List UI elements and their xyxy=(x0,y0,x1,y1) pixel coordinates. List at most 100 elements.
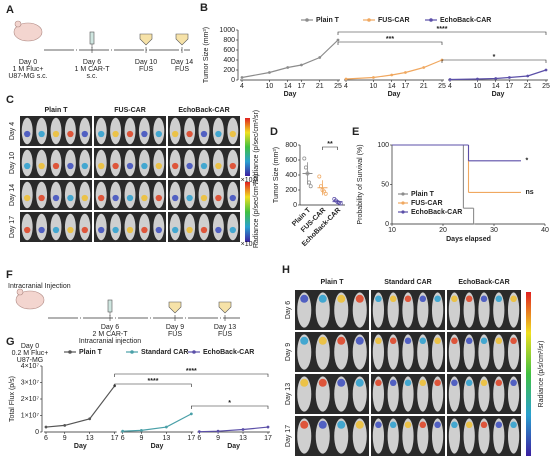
bioluminescence xyxy=(172,130,179,138)
bioluminescence xyxy=(480,295,488,303)
bioluminescence xyxy=(52,226,60,234)
mouse-image xyxy=(478,376,490,412)
bioluminescence xyxy=(126,226,134,234)
legend-marker xyxy=(367,18,371,22)
significance-label: * xyxy=(228,400,231,407)
bioluminescence xyxy=(465,295,473,303)
bioluminescence xyxy=(318,294,327,303)
y-tick-label: 600 xyxy=(223,47,235,54)
bioluminescence xyxy=(229,194,236,202)
bioluminescence xyxy=(229,130,236,138)
bioluminescence xyxy=(52,130,60,138)
bioluminescence xyxy=(434,337,441,345)
mouse-image xyxy=(463,334,475,370)
data-point xyxy=(63,424,67,427)
timeline-text: 1 M CAR-T xyxy=(75,66,111,73)
mouse-image xyxy=(431,376,444,412)
mouse-image xyxy=(507,376,520,412)
mouse-image xyxy=(402,334,414,370)
bioluminescence xyxy=(81,194,88,202)
panel-label: E xyxy=(352,126,359,138)
mouse-icon xyxy=(13,22,43,42)
legend-label: Plain T xyxy=(411,191,435,198)
mouse-image xyxy=(507,292,520,328)
legend-label: Plain T xyxy=(316,17,340,24)
bioluminescence xyxy=(480,379,488,387)
bioluminescence xyxy=(389,421,397,429)
bioluminescence xyxy=(404,337,412,345)
x-axis-label: Day xyxy=(74,443,87,450)
mouse-image xyxy=(372,418,385,454)
series-line xyxy=(199,426,269,433)
x-axis-label: Day xyxy=(284,91,297,98)
bioluminescence xyxy=(172,194,179,202)
bioluminescence xyxy=(81,130,88,138)
timeline-text: Day 0 xyxy=(19,59,37,66)
x-axis-label: Days elapsed xyxy=(446,236,491,243)
y-tick-label: 400 xyxy=(223,57,235,64)
colorbar-unit: ×10⁵ xyxy=(241,177,256,184)
syringe-icon xyxy=(89,31,95,45)
x-tick-label: 20 xyxy=(439,227,447,234)
timeline-text: FUS xyxy=(175,66,189,73)
y-tick-label: 200 xyxy=(285,187,297,194)
mouse-image xyxy=(387,418,399,454)
data-point xyxy=(44,425,48,429)
mouse-image xyxy=(478,418,490,454)
y-tick-label: 50 xyxy=(381,181,389,188)
bioluminescence xyxy=(141,130,148,138)
colorbar-label: Radiance (p/sec/cm²/sr) xyxy=(253,110,260,184)
bioluminescence xyxy=(355,336,364,345)
bioluminescence xyxy=(318,378,327,387)
bioluminescence xyxy=(155,162,162,170)
data-point xyxy=(422,66,426,69)
data-point xyxy=(216,429,220,433)
bioluminescence xyxy=(126,130,134,138)
bioluminescence xyxy=(480,337,488,345)
x-tick-label: 14 xyxy=(284,83,292,90)
bioluminescence xyxy=(300,294,309,303)
bioluminescence xyxy=(434,421,441,429)
mouse-image xyxy=(315,376,330,412)
timeline-text: Day 13 xyxy=(214,324,236,331)
bioluminescence xyxy=(375,337,382,345)
data-point xyxy=(318,56,322,59)
timeline-text: Day 9 xyxy=(166,324,184,331)
group-header: Plain T xyxy=(45,107,69,114)
x-tick-label: 25 xyxy=(542,83,550,90)
significance-bracket xyxy=(337,41,443,45)
significance-bracket xyxy=(191,405,269,409)
timeline-text: FUS xyxy=(218,331,232,338)
x-tick-label: 6 xyxy=(197,435,201,442)
fus-icon xyxy=(139,33,153,46)
data-point xyxy=(544,68,548,72)
x-tick-label: 40 xyxy=(541,227,549,234)
y-tick-label: 4×10⁷ xyxy=(21,363,40,370)
data-point xyxy=(197,430,201,434)
colorbar-label: Radiance (p/sec/cm²/sr) xyxy=(253,174,260,248)
mouse-image xyxy=(463,376,475,412)
timeline-text: Day 6 xyxy=(101,324,119,331)
bioluminescence xyxy=(404,379,412,387)
bioluminescence xyxy=(434,379,441,387)
data-point xyxy=(404,71,407,74)
timeline-text: U87-MG xyxy=(17,357,43,364)
bioluminescence xyxy=(67,226,74,234)
mouse-image xyxy=(448,418,461,454)
mouse-image xyxy=(478,334,490,370)
mouse-image xyxy=(448,334,461,370)
x-tick-label: 17 xyxy=(264,435,272,442)
bioluminescence xyxy=(155,130,162,138)
bioluminescence xyxy=(215,226,222,234)
bioluminescence xyxy=(495,379,503,387)
data-point xyxy=(338,201,343,206)
mouse-image xyxy=(334,292,349,328)
mouse-image xyxy=(387,334,399,370)
data-point xyxy=(307,180,312,185)
x-axis-label: Day xyxy=(388,91,401,98)
data-point xyxy=(121,429,125,433)
x-tick-label: 14 xyxy=(388,83,396,90)
bioluminescence xyxy=(24,130,31,138)
y-tick-label: 800 xyxy=(223,37,235,44)
timeline-text: FUS xyxy=(139,66,153,73)
